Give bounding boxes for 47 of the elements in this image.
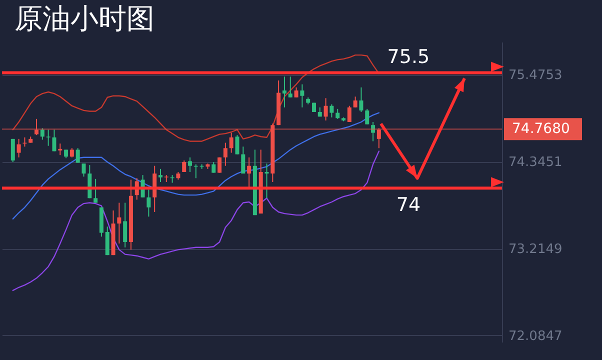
candlestick (76, 148, 80, 164)
line-series (12, 54, 380, 142)
candlestick (353, 96, 358, 108)
candlestick (300, 84, 304, 108)
candlestick (212, 162, 216, 174)
candlestick (188, 156, 192, 172)
candlestick (58, 143, 62, 156)
candlestick (235, 134, 240, 155)
candlestick (82, 163, 86, 178)
candlestick (247, 156, 252, 188)
candlestick (347, 105, 352, 122)
y-tick-label: 74.3451 (508, 155, 562, 170)
candlestick (330, 104, 334, 118)
candlestick (52, 129, 56, 152)
candlestick (371, 122, 376, 142)
candlestick (241, 146, 246, 174)
candlestick (229, 132, 234, 154)
candlestick (40, 128, 44, 140)
candlestick (70, 148, 74, 158)
legend-label: 74 (396, 194, 421, 216)
candlestick (105, 226, 110, 256)
candlestick (294, 86, 298, 98)
line-series (12, 112, 380, 220)
candlestick (10, 138, 15, 162)
candlestick (288, 76, 292, 98)
candlestick (46, 129, 50, 146)
y-tick-label: 75.4753 (508, 68, 562, 84)
candlestick (223, 142, 228, 166)
candlestick (365, 108, 370, 125)
candlestick (282, 76, 286, 108)
candlestick (16, 138, 21, 158)
line-series (12, 150, 380, 292)
candlestick (123, 202, 128, 248)
candlestick (146, 189, 151, 218)
ref-line-label: 75.5 (387, 46, 430, 68)
candlestick (158, 168, 162, 182)
ref-line-label: 74.7680 (512, 121, 570, 138)
candlestick (218, 156, 222, 174)
candlestick (117, 202, 122, 244)
candlestick (94, 178, 98, 204)
chart-title: 原油小时图 (14, 2, 154, 35)
candlestick (324, 98, 328, 121)
candlestick (359, 86, 364, 112)
y-tick-label: 72.0847 (508, 328, 562, 344)
candlestick (336, 108, 340, 120)
candlestick (264, 163, 269, 199)
y-tick-label: 73.2149 (508, 242, 562, 258)
